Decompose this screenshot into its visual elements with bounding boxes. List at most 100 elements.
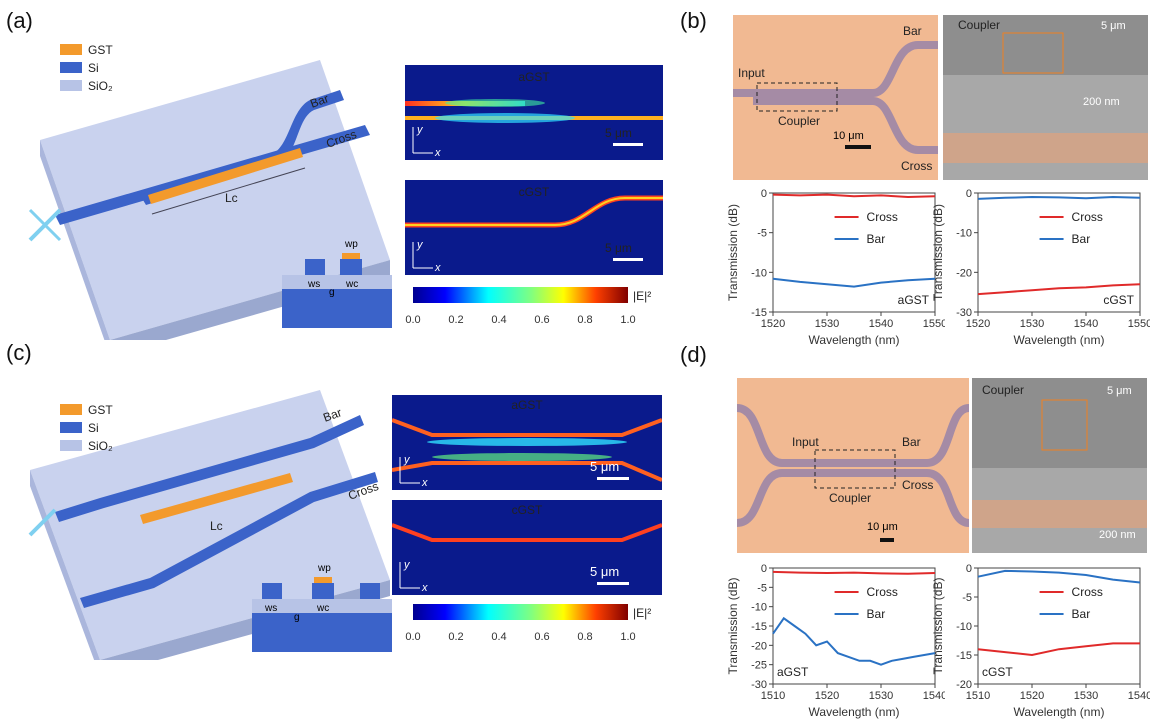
y-tick-label: -10 <box>956 621 972 633</box>
field-sim-cgst-c: cGST 5 μm y x <box>392 500 662 595</box>
chart-d-left: 1510 1520 1530 1540 0 -5 -10 -15 -20 -25 -30 Wavele… <box>726 563 945 719</box>
scale-label-sim-a2: 5 μm <box>605 241 632 255</box>
x-tick-label: 1520 <box>815 690 839 702</box>
y-tick-label: -20 <box>956 267 972 279</box>
colorbar-label-c: |E|² <box>633 606 651 620</box>
plot-frame <box>772 192 936 313</box>
cross-label-b: Cross <box>901 159 932 173</box>
x-tick-label: 1520 <box>761 318 785 330</box>
chart-b-right: 1520 1530 1540 1550 0 -10 -20 -30 Wavelength (nm… <box>931 188 1150 347</box>
x-tick-label: 1520 <box>1020 690 1044 702</box>
series-line-bar <box>772 277 936 288</box>
input-label-d: Input <box>792 435 819 449</box>
y-tick-label: -30 <box>956 307 972 319</box>
series-line-cross <box>772 193 936 199</box>
axis-x-label-a1: x <box>434 147 441 159</box>
cross-label-d: Cross <box>902 478 933 492</box>
plot-frame <box>977 192 1141 313</box>
field-sim-agst-c: aGST 5 μm y x <box>392 395 662 490</box>
y-axis-label: Transmission (dB) <box>726 578 740 675</box>
sim-title-agst-a: aGST <box>518 70 550 84</box>
y-tick-label: 0 <box>966 188 972 200</box>
y-tick-label: -25 <box>751 660 767 672</box>
lc-label: Lc <box>225 191 238 205</box>
x-tick-label: 1540 <box>869 318 893 330</box>
axis-x-label-c1: x <box>421 477 428 489</box>
x-tick-label: 1540 <box>923 690 945 702</box>
micrograph-d: Input Coupler Bar Cross 10 μm Coupler 5 … <box>737 378 1147 553</box>
x-tick-label: 1520 <box>966 318 990 330</box>
y-tick-label: -15 <box>751 621 767 633</box>
y-tick-label: -5 <box>757 228 767 240</box>
scale-label-sim-c2: 5 μm <box>590 564 619 579</box>
chart-annotation: aGST <box>898 293 930 307</box>
axis-y-label-a2: y <box>416 239 424 251</box>
legend-si-label-c: Si <box>88 421 99 435</box>
legend-label-bar: Bar <box>867 232 886 246</box>
panel-label-a: (a) <box>6 8 33 33</box>
wc-label-a: wc <box>345 279 358 290</box>
sim-title-cgst-a: cGST <box>519 185 550 199</box>
y-tick-label: -20 <box>751 640 767 652</box>
x-axis-label: Wavelength (nm) <box>1014 705 1105 719</box>
x-tick-label: 1530 <box>1074 690 1098 702</box>
x-tick-label: 1550 <box>1128 318 1150 330</box>
panel-label-b: (b) <box>680 8 707 33</box>
panel-label-c: (c) <box>6 340 32 365</box>
si-waveguide-bar-c <box>55 415 364 522</box>
y-tick-label: -10 <box>956 228 972 240</box>
coupler-label-b: Coupler <box>778 114 820 128</box>
colorbar-c: |E|² 0.0 0.2 0.4 0.6 0.8 1.0 <box>405 604 651 643</box>
si-waveguide-cross-c <box>80 472 378 608</box>
axis-x-label-c2: x <box>421 582 428 594</box>
lc-label-c: Lc <box>210 519 223 533</box>
legend-label-cross: Cross <box>867 210 898 224</box>
chart-b-left: 1520 1530 1540 1550 0 -5 -10 -15 Wavelength (nm)… <box>726 188 945 347</box>
x-tick-label: 1540 <box>1128 690 1150 702</box>
chart-annotation: cGST <box>982 665 1013 679</box>
x-tick-label: 1530 <box>1020 318 1044 330</box>
legend-gst-label-c: GST <box>88 403 113 417</box>
gst-strip-c <box>140 473 293 524</box>
colorbar-tick: 0.6 <box>534 631 549 643</box>
legend-label-cross: Cross <box>867 585 898 599</box>
sem-coupler-label-d: Coupler <box>982 383 1024 397</box>
light-input-icon-c <box>28 508 57 537</box>
series-line-bar <box>772 616 936 666</box>
colorbar-label-a: |E|² <box>633 289 651 303</box>
x-tick-label: 1530 <box>815 318 839 330</box>
sim-title-cgst-c: cGST <box>512 503 543 517</box>
chart-annotation: aGST <box>777 665 809 679</box>
colorbar-tick: 0.0 <box>405 631 420 643</box>
x-tick-label: 1550 <box>923 318 945 330</box>
y-tick-label: 0 <box>761 188 767 200</box>
coupler-label-d: Coupler <box>829 491 871 505</box>
legend-sio2-swatch-c <box>60 440 82 451</box>
colorbar-tick: 0.8 <box>577 314 592 326</box>
x-axis-label: Wavelength (nm) <box>809 705 900 719</box>
legend-sio2-label-c: SiO₂ <box>88 439 113 453</box>
device-schematic-a: Lc Bar Cross GST Si SiO₂ wp ws g wc <box>28 43 392 340</box>
series-line-cross <box>977 642 1140 657</box>
legend-sio2-label: SiO₂ <box>88 79 113 93</box>
axis-y-label-c1: y <box>403 454 411 466</box>
legend-sio2-swatch <box>60 80 82 91</box>
ws-label-a: ws <box>307 279 320 290</box>
scale-label-b: 10 μm <box>833 130 864 142</box>
scale-label-sim-a1: 5 μm <box>605 126 632 140</box>
sem-scale2-d: 200 nm <box>1099 529 1136 541</box>
bar-label-b: Bar <box>903 24 922 38</box>
y-tick-label: -5 <box>962 592 972 604</box>
sem-scale1-b: 5 μm <box>1101 20 1126 32</box>
y-axis-label: Transmission (dB) <box>931 578 945 675</box>
panel-label-d: (d) <box>680 342 707 367</box>
x-axis-label: Wavelength (nm) <box>809 333 900 347</box>
colorbar-tick: 0.0 <box>405 314 420 326</box>
x-tick-label: 1530 <box>869 690 893 702</box>
g-label-c: g <box>294 612 300 623</box>
axis-y-label-a1: y <box>416 124 424 136</box>
legend-label-bar: Bar <box>867 607 886 621</box>
input-label-b: Input <box>738 66 765 80</box>
x-axis-label: Wavelength (nm) <box>1014 333 1105 347</box>
series-line-cross <box>977 283 1141 296</box>
